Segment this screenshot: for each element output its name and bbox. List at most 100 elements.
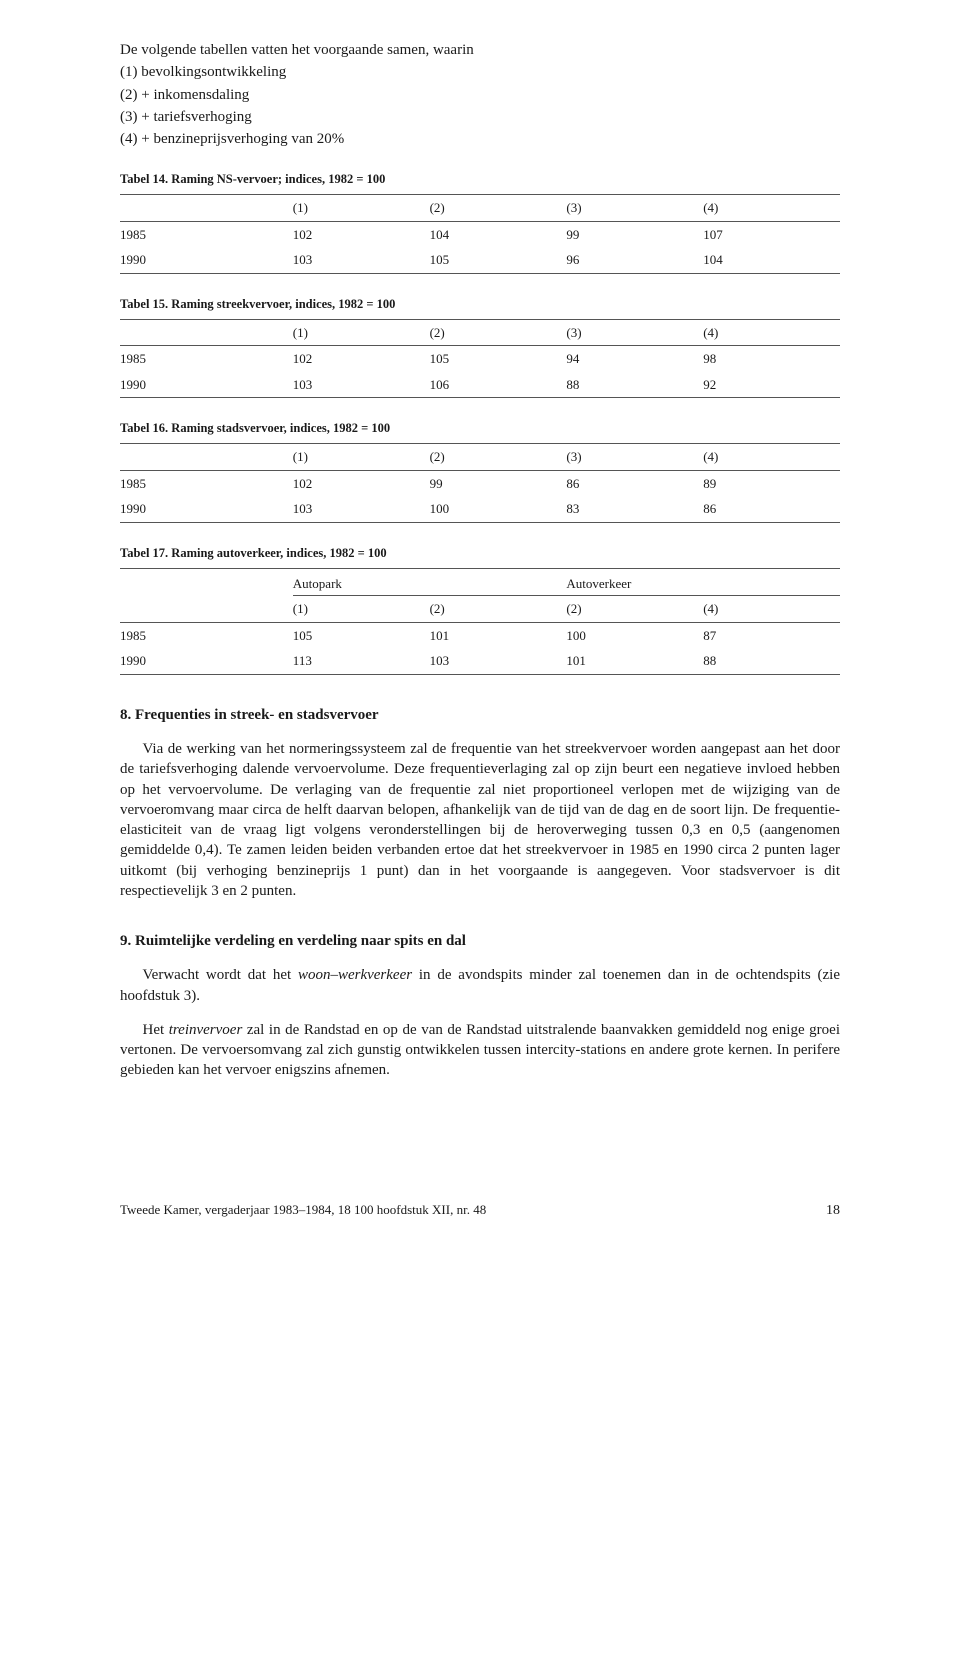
cell: 101 (430, 622, 567, 648)
cell: 88 (566, 372, 703, 398)
table-16-caption: Tabel 16. Raming stadsvervoer, indices, … (120, 420, 840, 437)
table-14-caption: Tabel 14. Raming NS-vervoer; indices, 19… (120, 171, 840, 188)
table-row: 1985 102 105 94 98 (120, 346, 840, 372)
col-header: (4) (703, 195, 840, 222)
cell: 100 (566, 622, 703, 648)
table-row: 1985 102 104 99 107 (120, 221, 840, 247)
col-header (120, 319, 293, 346)
col-header: (1) (293, 596, 430, 623)
cell: 94 (566, 346, 703, 372)
table-row: 1985 105 101 100 87 (120, 622, 840, 648)
col-header: (1) (293, 195, 430, 222)
cell: 103 (293, 372, 430, 398)
table-row: (1) (2) (2) (4) (120, 596, 840, 623)
col-header: (2) (430, 319, 567, 346)
section-8-heading: 8. Frequenties in streek- en stadsvervoe… (120, 705, 840, 725)
table-16: Tabel 16. Raming stadsvervoer, indices, … (120, 420, 840, 523)
col-header: (4) (703, 596, 840, 623)
col-header (120, 596, 293, 623)
cell: 102 (293, 470, 430, 496)
table-15-grid: (1) (2) (3) (4) 1985 102 105 94 98 1990 … (120, 319, 840, 399)
cell: 86 (566, 470, 703, 496)
col-header: (2) (566, 596, 703, 623)
text: Verwacht wordt dat het (143, 967, 298, 983)
cell: 89 (703, 470, 840, 496)
cell: 107 (703, 221, 840, 247)
table-row: 1990 103 106 88 92 (120, 372, 840, 398)
cell: 1990 (120, 372, 293, 398)
cell: 88 (703, 648, 840, 674)
cell: 1985 (120, 346, 293, 372)
text: Het (143, 1022, 169, 1038)
intro-item-4: (4) + benzineprijsverhoging van 20% (120, 129, 840, 149)
page-number: 18 (826, 1202, 840, 1221)
cell: 113 (293, 648, 430, 674)
table-14-grid: (1) (2) (3) (4) 1985 102 104 99 107 1990… (120, 194, 840, 274)
cell: 92 (703, 372, 840, 398)
col-header: (2) (430, 444, 567, 471)
table-17-caption: Tabel 17. Raming autoverkeer, indices, 1… (120, 545, 840, 562)
cell: 104 (703, 247, 840, 273)
cell: 1990 (120, 496, 293, 522)
cell: 96 (566, 247, 703, 273)
section-9-paragraph-1: Verwacht wordt dat het woon–werkverkeer … (120, 965, 840, 1006)
cell: 105 (293, 622, 430, 648)
cell: 103 (430, 648, 567, 674)
intro-item-3: (3) + tariefsverhoging (120, 107, 840, 127)
col-header (120, 568, 293, 596)
cell: 1990 (120, 648, 293, 674)
cell: 100 (430, 496, 567, 522)
col-header: (4) (703, 319, 840, 346)
intro-block: De volgende tabellen vatten het voorgaan… (120, 40, 840, 149)
table-15-caption: Tabel 15. Raming streekvervoer, indices,… (120, 296, 840, 313)
col-header (120, 195, 293, 222)
table-row: 1985 102 99 86 89 (120, 470, 840, 496)
table-16-grid: (1) (2) (3) (4) 1985 102 99 86 89 1990 1… (120, 443, 840, 523)
section-8-paragraph: Via de werking van het normeringssysteem… (120, 739, 840, 901)
cell: 105 (430, 346, 567, 372)
cell: 99 (566, 221, 703, 247)
table-row: Autopark Autoverkeer (120, 568, 840, 596)
cell: 1985 (120, 470, 293, 496)
table-row: 1990 103 100 83 86 (120, 496, 840, 522)
cell: 83 (566, 496, 703, 522)
cell: 1985 (120, 622, 293, 648)
cell: 98 (703, 346, 840, 372)
table-17: Tabel 17. Raming autoverkeer, indices, 1… (120, 545, 840, 675)
table-14: Tabel 14. Raming NS-vervoer; indices, 19… (120, 171, 840, 274)
col-header: (4) (703, 444, 840, 471)
cell: 104 (430, 221, 567, 247)
table-15: Tabel 15. Raming streekvervoer, indices,… (120, 296, 840, 399)
cell: 103 (293, 247, 430, 273)
table-17-grid: Autopark Autoverkeer (1) (2) (2) (4) 198… (120, 568, 840, 675)
col-header: (1) (293, 319, 430, 346)
col-group-autopark: Autopark (293, 568, 567, 596)
table-row: (1) (2) (3) (4) (120, 444, 840, 471)
intro-item-2: (2) + inkomensdaling (120, 85, 840, 105)
table-row: (1) (2) (3) (4) (120, 319, 840, 346)
emphasis-woon-werkverkeer: woon–werkverkeer (298, 967, 412, 983)
cell: 1990 (120, 247, 293, 273)
col-header: (3) (566, 319, 703, 346)
col-header: (3) (566, 195, 703, 222)
page-footer: Tweede Kamer, vergaderjaar 1983–1984, 18… (120, 1201, 840, 1221)
cell: 102 (293, 221, 430, 247)
cell: 102 (293, 346, 430, 372)
col-header (120, 444, 293, 471)
footer-citation: Tweede Kamer, vergaderjaar 1983–1984, 18… (120, 1201, 486, 1219)
intro-lead: De volgende tabellen vatten het voorgaan… (120, 40, 840, 60)
col-header: (2) (430, 195, 567, 222)
col-group-autoverkeer: Autoverkeer (566, 568, 840, 596)
table-row: (1) (2) (3) (4) (120, 195, 840, 222)
cell: 101 (566, 648, 703, 674)
section-9-paragraph-2: Het treinvervoer zal in de Randstad en o… (120, 1020, 840, 1081)
cell: 103 (293, 496, 430, 522)
emphasis-treinvervoer: treinvervoer (169, 1022, 243, 1038)
cell: 86 (703, 496, 840, 522)
col-header: (3) (566, 444, 703, 471)
cell: 87 (703, 622, 840, 648)
col-header: (1) (293, 444, 430, 471)
col-header: (2) (430, 596, 567, 623)
table-row: 1990 103 105 96 104 (120, 247, 840, 273)
table-row: 1990 113 103 101 88 (120, 648, 840, 674)
